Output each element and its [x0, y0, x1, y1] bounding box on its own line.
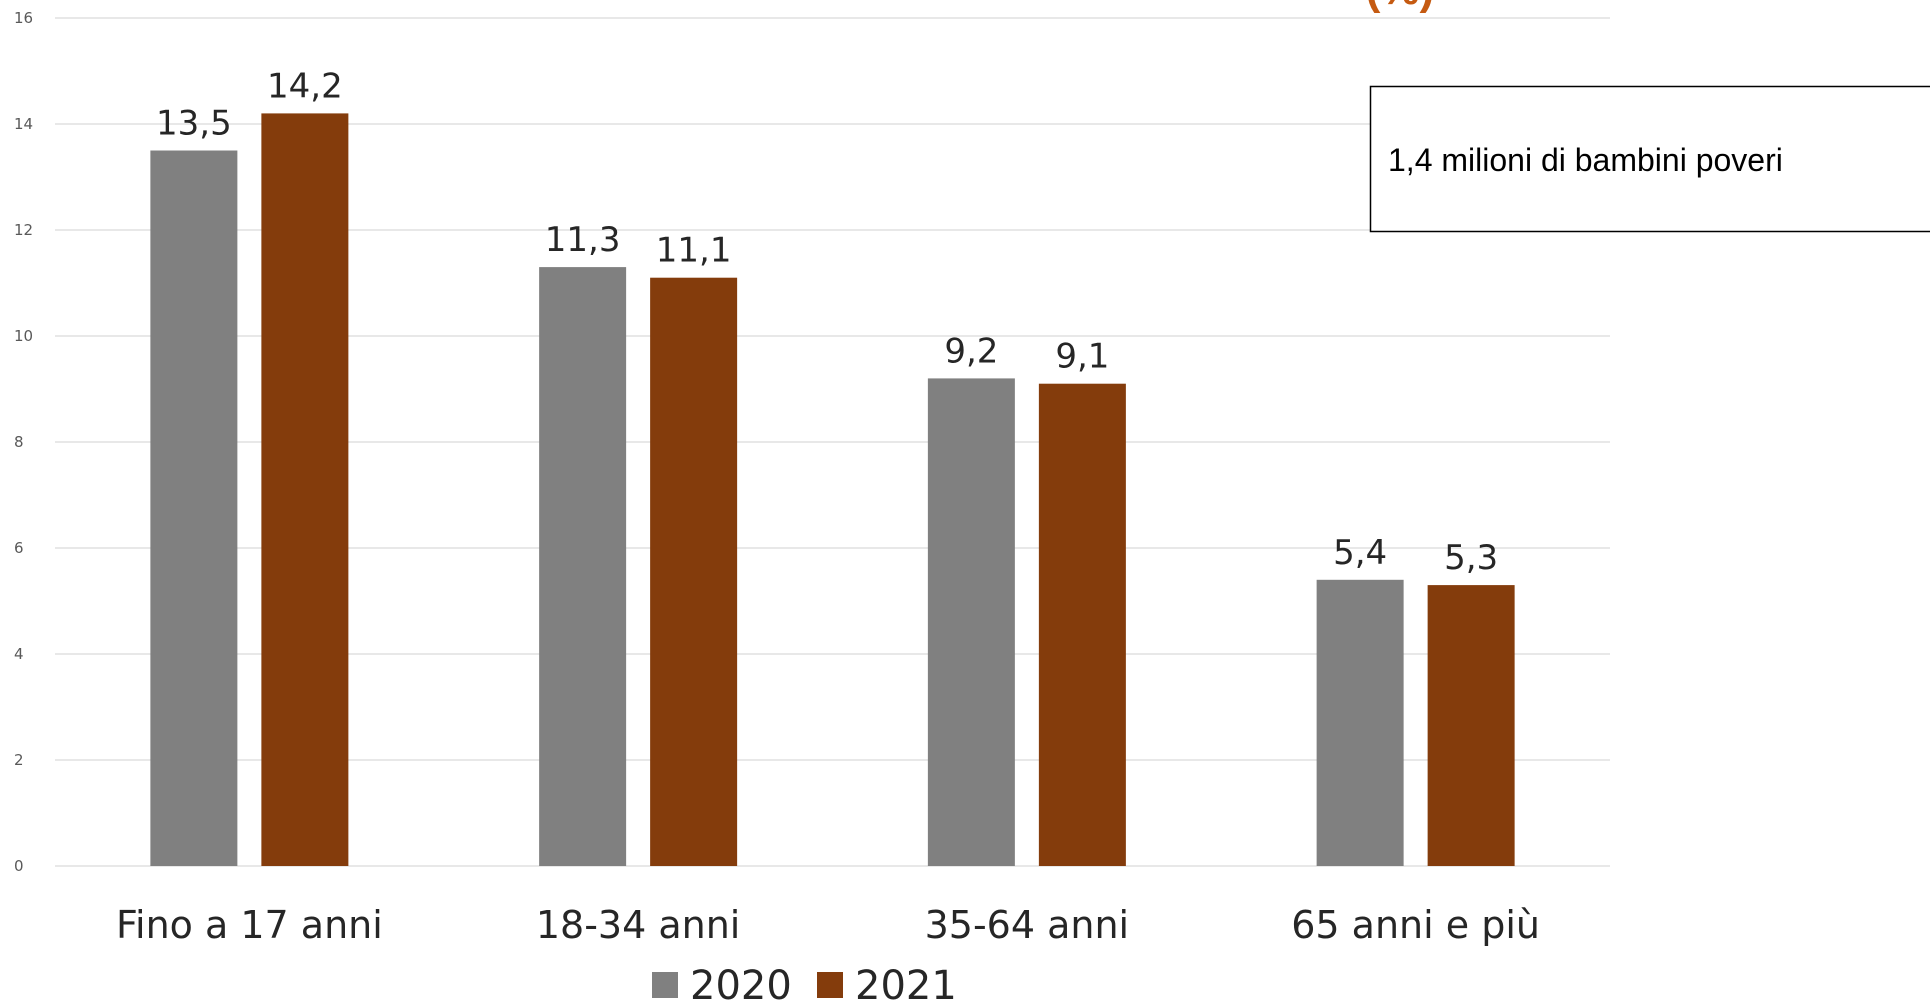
bar-2021-3 — [1038, 383, 1126, 866]
y-tick-label: 8 — [14, 433, 24, 451]
y-tick-label: 16 — [14, 9, 33, 27]
data-label: 9,2 — [944, 331, 998, 371]
y-axis: 0 2 4 6 8 10 12 14 16 — [14, 9, 33, 875]
legend-label-2021: 2021 — [855, 963, 957, 1003]
annotation-text: 1,4 milioni di bambini poveri — [1388, 142, 1783, 178]
legend: 2020 2021 — [652, 963, 957, 1003]
bar-2021-1 — [261, 113, 349, 866]
corner-title-fragment: (%) — [1366, 0, 1434, 14]
legend-swatch-2020 — [652, 972, 678, 998]
y-tick-label: 14 — [14, 115, 33, 133]
x-category-label: 65 anni e più — [1291, 903, 1540, 947]
data-label: 5,4 — [1333, 533, 1387, 573]
y-tick-label: 0 — [14, 857, 24, 875]
legend-swatch-2021 — [817, 972, 843, 998]
y-tick-label: 4 — [14, 645, 24, 663]
y-tick-label: 2 — [14, 751, 24, 769]
data-labels: 13,5 14,2 11,3 11,1 9,2 9,1 5,4 5,3 — [156, 66, 1498, 578]
bar-2020-4 — [1316, 579, 1404, 866]
y-tick-label: 6 — [14, 539, 24, 557]
x-axis: Fino a 17 anni 18-34 anni 35-64 anni 65 ann… — [116, 903, 1540, 947]
bar-2021-4 — [1427, 585, 1515, 866]
bar-2020-3 — [927, 378, 1015, 866]
data-label: 11,1 — [656, 231, 732, 271]
data-label: 5,3 — [1444, 538, 1498, 578]
data-label: 14,2 — [267, 66, 343, 106]
data-label: 13,5 — [156, 104, 232, 144]
bars — [150, 113, 1515, 867]
x-category-label: Fino a 17 anni — [116, 903, 383, 947]
annotation-box: 1,4 milioni di bambini poveri — [1369, 85, 1930, 233]
bar-2021-2 — [650, 277, 738, 866]
bar-2020-2 — [539, 267, 627, 867]
data-label: 11,3 — [545, 220, 621, 260]
y-tick-label: 12 — [14, 221, 33, 239]
x-category-label: 35-64 anni — [925, 903, 1130, 947]
bar-2020-1 — [150, 150, 238, 866]
x-category-label: 18-34 anni — [536, 903, 741, 947]
legend-label-2020: 2020 — [690, 963, 792, 1003]
data-label: 9,1 — [1055, 337, 1109, 377]
y-tick-label: 10 — [14, 327, 33, 345]
